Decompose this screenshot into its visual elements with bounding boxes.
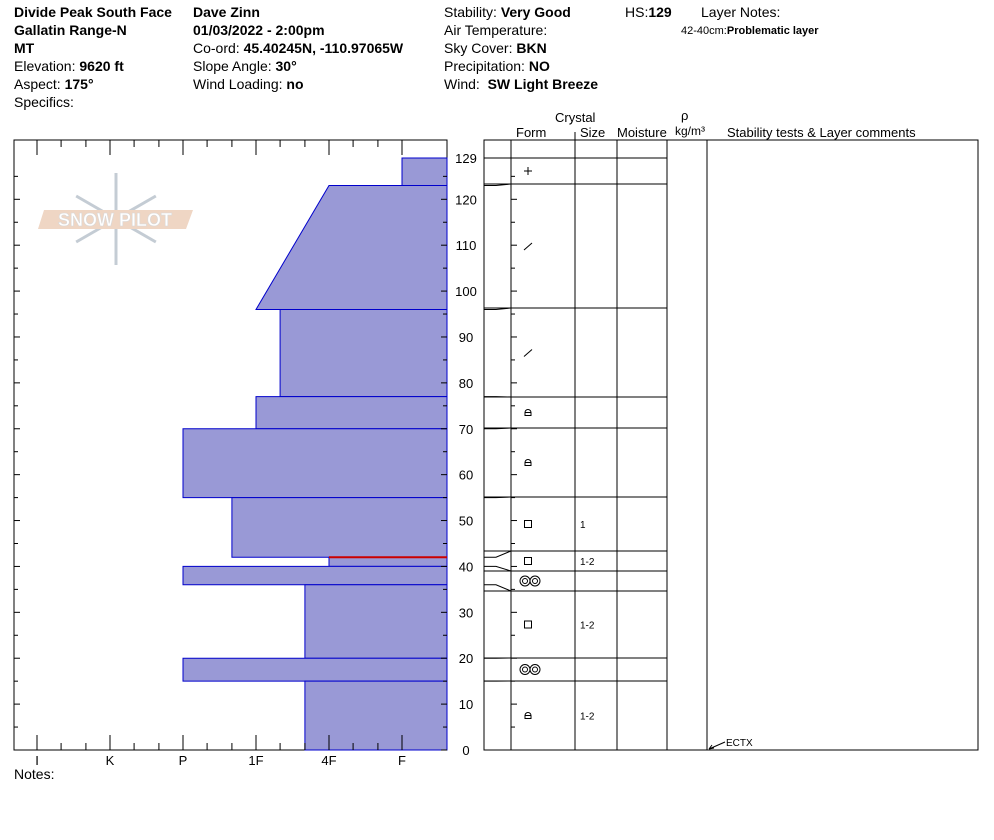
y-tick-label: 80	[459, 376, 473, 391]
melt-forms-icon-inner	[532, 666, 538, 673]
melt-forms-icon	[519, 664, 531, 675]
air-temperature: Air Temperature:	[444, 22, 548, 38]
y-tick-label: 60	[459, 468, 473, 483]
y-tick-label: 10	[459, 697, 473, 712]
stability-test-label: ECTX	[726, 738, 753, 749]
melt-forms-icon-inner	[522, 666, 528, 673]
specifics: Specifics:	[14, 94, 74, 110]
layer-notes-label: Layer Notes:	[701, 4, 781, 20]
table-frame	[483, 139, 979, 751]
faceted-crystals-icon	[524, 520, 532, 528]
crystal-size: 1-2	[580, 557, 595, 568]
precipitation-particles-icon	[524, 167, 532, 175]
y-tick-label: 110	[456, 238, 477, 253]
layer-connector	[484, 584, 512, 592]
wind: Wind: SW Light Breeze	[444, 76, 599, 92]
rounding-facets-icon	[524, 409, 532, 416]
hardness-layer-7	[182, 565, 448, 586]
crystal-size: 1-2	[580, 712, 595, 723]
crystal-size: 1-2	[580, 621, 595, 632]
y-tick-label: 120	[455, 192, 477, 207]
datetime: 01/03/2022 - 2:00pm	[193, 22, 325, 38]
x-tick-label: F	[398, 753, 406, 768]
logo-banner	[38, 210, 193, 229]
hardness-layer-5	[231, 497, 448, 558]
x-tick-label: K	[106, 753, 115, 768]
range: Gallatin Range-N	[14, 22, 127, 38]
stability: Stability: Very Good	[444, 4, 571, 20]
y-tick-label: 100	[455, 284, 477, 299]
y-tick-label: 129	[455, 151, 477, 166]
layer-connector	[484, 496, 512, 499]
rounding-facets-icon	[524, 459, 532, 466]
location: Divide Peak South Face	[14, 4, 172, 20]
rounding-facets-icon	[524, 712, 532, 719]
hs: HS:129	[625, 4, 672, 20]
y-tick-label: 40	[459, 559, 473, 574]
y-tick-label: 90	[459, 330, 473, 345]
coordinates: Co-ord: 45.40245N, -110.97065W	[193, 40, 404, 56]
hardness-layer-4	[182, 428, 448, 499]
moisture-header: Moisture	[617, 125, 667, 140]
elevation: Elevation: 9620 ft	[14, 58, 124, 74]
precipitation: Precipitation: NO	[444, 58, 550, 74]
snowpilot-logo: SNOW PILOT	[38, 173, 193, 265]
y-tick-label: 20	[459, 651, 473, 666]
hardness-layer-1	[255, 185, 448, 310]
melt-forms-icon	[529, 664, 541, 675]
faceted-crystals-icon	[524, 557, 532, 565]
x-tick-label: 1F	[248, 753, 263, 768]
hardness-layer-10	[304, 680, 448, 751]
size-header: Size	[580, 125, 606, 140]
aspect: Aspect: 175°	[14, 76, 94, 92]
hardness-layer-0	[401, 157, 448, 187]
form-header: Form	[516, 125, 547, 140]
hardness-layer-8	[304, 584, 448, 659]
y-tick-label: 50	[459, 514, 473, 529]
x-tick-label: 4F	[321, 753, 336, 768]
sky-cover: Sky Cover: BKN	[444, 40, 547, 56]
y-tick-label: 70	[459, 422, 473, 437]
layer-connector	[484, 183, 512, 187]
comments-header: Stability tests & Layer comments	[727, 125, 916, 140]
hardness-layer-9	[182, 657, 448, 682]
y-tick-label: 30	[459, 605, 473, 620]
crystal-header: Crystal	[555, 110, 596, 125]
slope-angle: Slope Angle: 30°	[193, 58, 297, 74]
melt-forms-icon	[519, 575, 531, 587]
state: MT	[14, 40, 35, 56]
rho-header: ρ	[681, 108, 689, 123]
crystal-size: 1	[580, 520, 586, 531]
x-tick-label: I	[35, 753, 39, 768]
test-arrow-icon	[708, 741, 726, 750]
y-tick-label: 0	[462, 743, 469, 758]
layer-connector	[484, 307, 512, 310]
faceted-crystals-icon	[524, 620, 532, 629]
decomposing-fragments-icon	[523, 349, 533, 357]
melt-forms-icon	[529, 575, 541, 587]
layer-connector	[484, 565, 512, 572]
hardness-layer-3	[255, 396, 448, 430]
wind-loading: Wind Loading: no	[193, 76, 304, 92]
density-header: kg/m³	[675, 124, 705, 138]
hardness-layer-6	[328, 556, 448, 567]
x-tick-label: P	[179, 753, 188, 768]
layer-connector	[484, 427, 512, 430]
melt-forms-icon-inner	[532, 578, 538, 584]
melt-forms-icon-inner	[522, 578, 528, 584]
layer-connector	[484, 550, 512, 558]
hardness-layer-2	[279, 308, 448, 398]
layer-note: 42-40cm:Problematic layer	[681, 25, 819, 37]
decomposing-fragments-icon	[523, 242, 533, 251]
notes-label: Notes:	[14, 766, 55, 782]
observer: Dave Zinn	[193, 4, 260, 20]
logo-text: SNOW PILOT	[58, 210, 172, 230]
